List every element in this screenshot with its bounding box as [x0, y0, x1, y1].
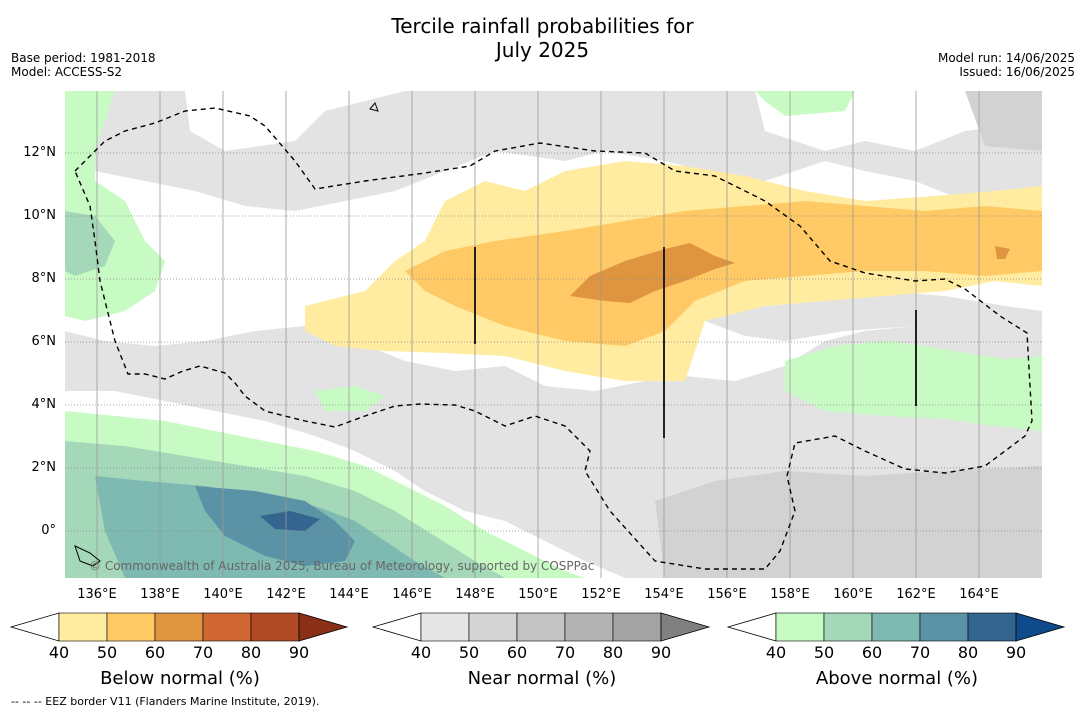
cbar-below-tick: 70	[192, 643, 214, 662]
cbar-near-tick: 90	[650, 643, 672, 662]
lat-label-12n: 12°N	[23, 145, 56, 160]
above-normal-areas	[65, 91, 1042, 578]
colorbar-near-swatches	[372, 612, 711, 642]
lon-label-152e: 152°E	[581, 587, 621, 602]
colorbar-near-title: Near normal (%)	[467, 668, 617, 689]
lon-label-164e: 164°E	[959, 587, 999, 602]
cbar-near-tick: 80	[602, 643, 624, 662]
cbar-above-tick: 70	[909, 643, 931, 662]
lon-label-154e: 154°E	[644, 587, 684, 602]
colorbar-below-normal	[10, 612, 349, 642]
cbar-above-tick: 60	[861, 643, 883, 662]
colorbar-swatch	[967, 612, 1017, 642]
base-period: Base period: 1981-2018	[11, 51, 156, 65]
colorbar-max-triangle	[298, 612, 349, 642]
colorbar-above-swatches	[727, 612, 1066, 642]
cbar-below-tick: 50	[96, 643, 118, 662]
graticule	[65, 152, 1042, 532]
colorbar-swatch	[919, 612, 969, 642]
cbar-near-tick: 70	[554, 643, 576, 662]
lat-label-2n: 2°N	[31, 460, 57, 475]
issued-date: Issued: 16/06/2025	[959, 65, 1075, 79]
data-artifact-lines	[474, 247, 917, 438]
cbar-near-tick: 60	[506, 643, 528, 662]
colorbar-swatch	[775, 612, 825, 642]
cbar-below-tick: 80	[240, 643, 262, 662]
colorbar-min-triangle	[372, 612, 422, 642]
lon-label-138e: 138°E	[140, 587, 180, 602]
lon-label-136e: 136°E	[77, 587, 117, 602]
map-panel	[65, 91, 1042, 578]
cbar-below-tick: 90	[288, 643, 310, 662]
cbar-above-tick: 80	[957, 643, 979, 662]
colorbar-below-title: Below normal (%)	[100, 668, 260, 689]
meta-left: Base period: 1981-2018 Model: ACCESS-S2	[11, 51, 156, 79]
colorbar-above-title: Above normal (%)	[815, 668, 979, 689]
colorbar-swatch	[516, 612, 566, 642]
cbar-below-tick: 40	[48, 643, 70, 662]
cbar-near-tick: 50	[458, 643, 480, 662]
colorbar-min-triangle	[727, 612, 777, 642]
lon-label-162e: 162°E	[896, 587, 936, 602]
islands	[74, 102, 379, 567]
map-title: Tercile rainfall probabilities for July …	[0, 14, 1085, 62]
colorbar-swatch	[823, 612, 873, 642]
colorbar-min-triangle	[10, 612, 60, 642]
colorbar-swatch	[612, 612, 662, 642]
lat-label-6n: 6°N	[31, 334, 57, 349]
lon-label-142e: 142°E	[266, 587, 306, 602]
lat-label-10n: 10°N	[23, 208, 56, 223]
colorbar-swatch	[420, 612, 470, 642]
lon-label-144e: 144°E	[329, 587, 369, 602]
model-name: Model: ACCESS-S2	[11, 65, 123, 79]
eez-footnote: -- -- -- EEZ border V11 (Flanders Marine…	[11, 695, 320, 708]
title-line-2: July 2025	[495, 38, 590, 62]
lat-label-4n: 4°N	[31, 397, 57, 412]
colorbar-swatch	[106, 612, 156, 642]
lon-label-160e: 160°E	[833, 587, 873, 602]
eez-border	[74, 107, 1033, 570]
colorbar-swatch	[871, 612, 921, 642]
colorbar-swatch	[468, 612, 518, 642]
lat-label-0: 0°	[41, 523, 56, 538]
colorbar-below-swatches	[10, 612, 349, 642]
lon-label-148e: 148°E	[455, 587, 495, 602]
colorbar-near-normal	[372, 612, 711, 642]
lon-label-140e: 140°E	[203, 587, 243, 602]
colorbar-swatch	[154, 612, 204, 642]
lat-label-8n: 8°N	[31, 271, 57, 286]
colorbar-swatch	[250, 612, 300, 642]
copyright-notice: © Commonwealth of Australia 2025, Bureau…	[89, 559, 595, 573]
cbar-above-tick: 90	[1005, 643, 1027, 662]
lon-label-150e: 150°E	[518, 587, 558, 602]
colorbar-above-normal	[727, 612, 1066, 642]
colorbar-swatch	[58, 612, 108, 642]
lon-label-146e: 146°E	[392, 587, 432, 602]
cbar-above-tick: 40	[765, 643, 787, 662]
colorbar-swatch	[202, 612, 252, 642]
cbar-near-tick: 40	[410, 643, 432, 662]
title-line-1: Tercile rainfall probabilities for	[391, 14, 694, 38]
colorbar-swatch	[564, 612, 614, 642]
lon-label-156e: 156°E	[707, 587, 747, 602]
colorbar-max-triangle	[660, 612, 711, 642]
meta-right: Model run: 14/06/2025 Issued: 16/06/2025	[938, 51, 1075, 79]
probability-map	[65, 91, 1042, 578]
near-normal-darker	[655, 91, 1042, 578]
lon-label-158e: 158°E	[770, 587, 810, 602]
colorbar-max-triangle	[1015, 612, 1066, 642]
cbar-below-tick: 60	[144, 643, 166, 662]
model-run: Model run: 14/06/2025	[937, 51, 1075, 65]
cbar-above-tick: 50	[813, 643, 835, 662]
